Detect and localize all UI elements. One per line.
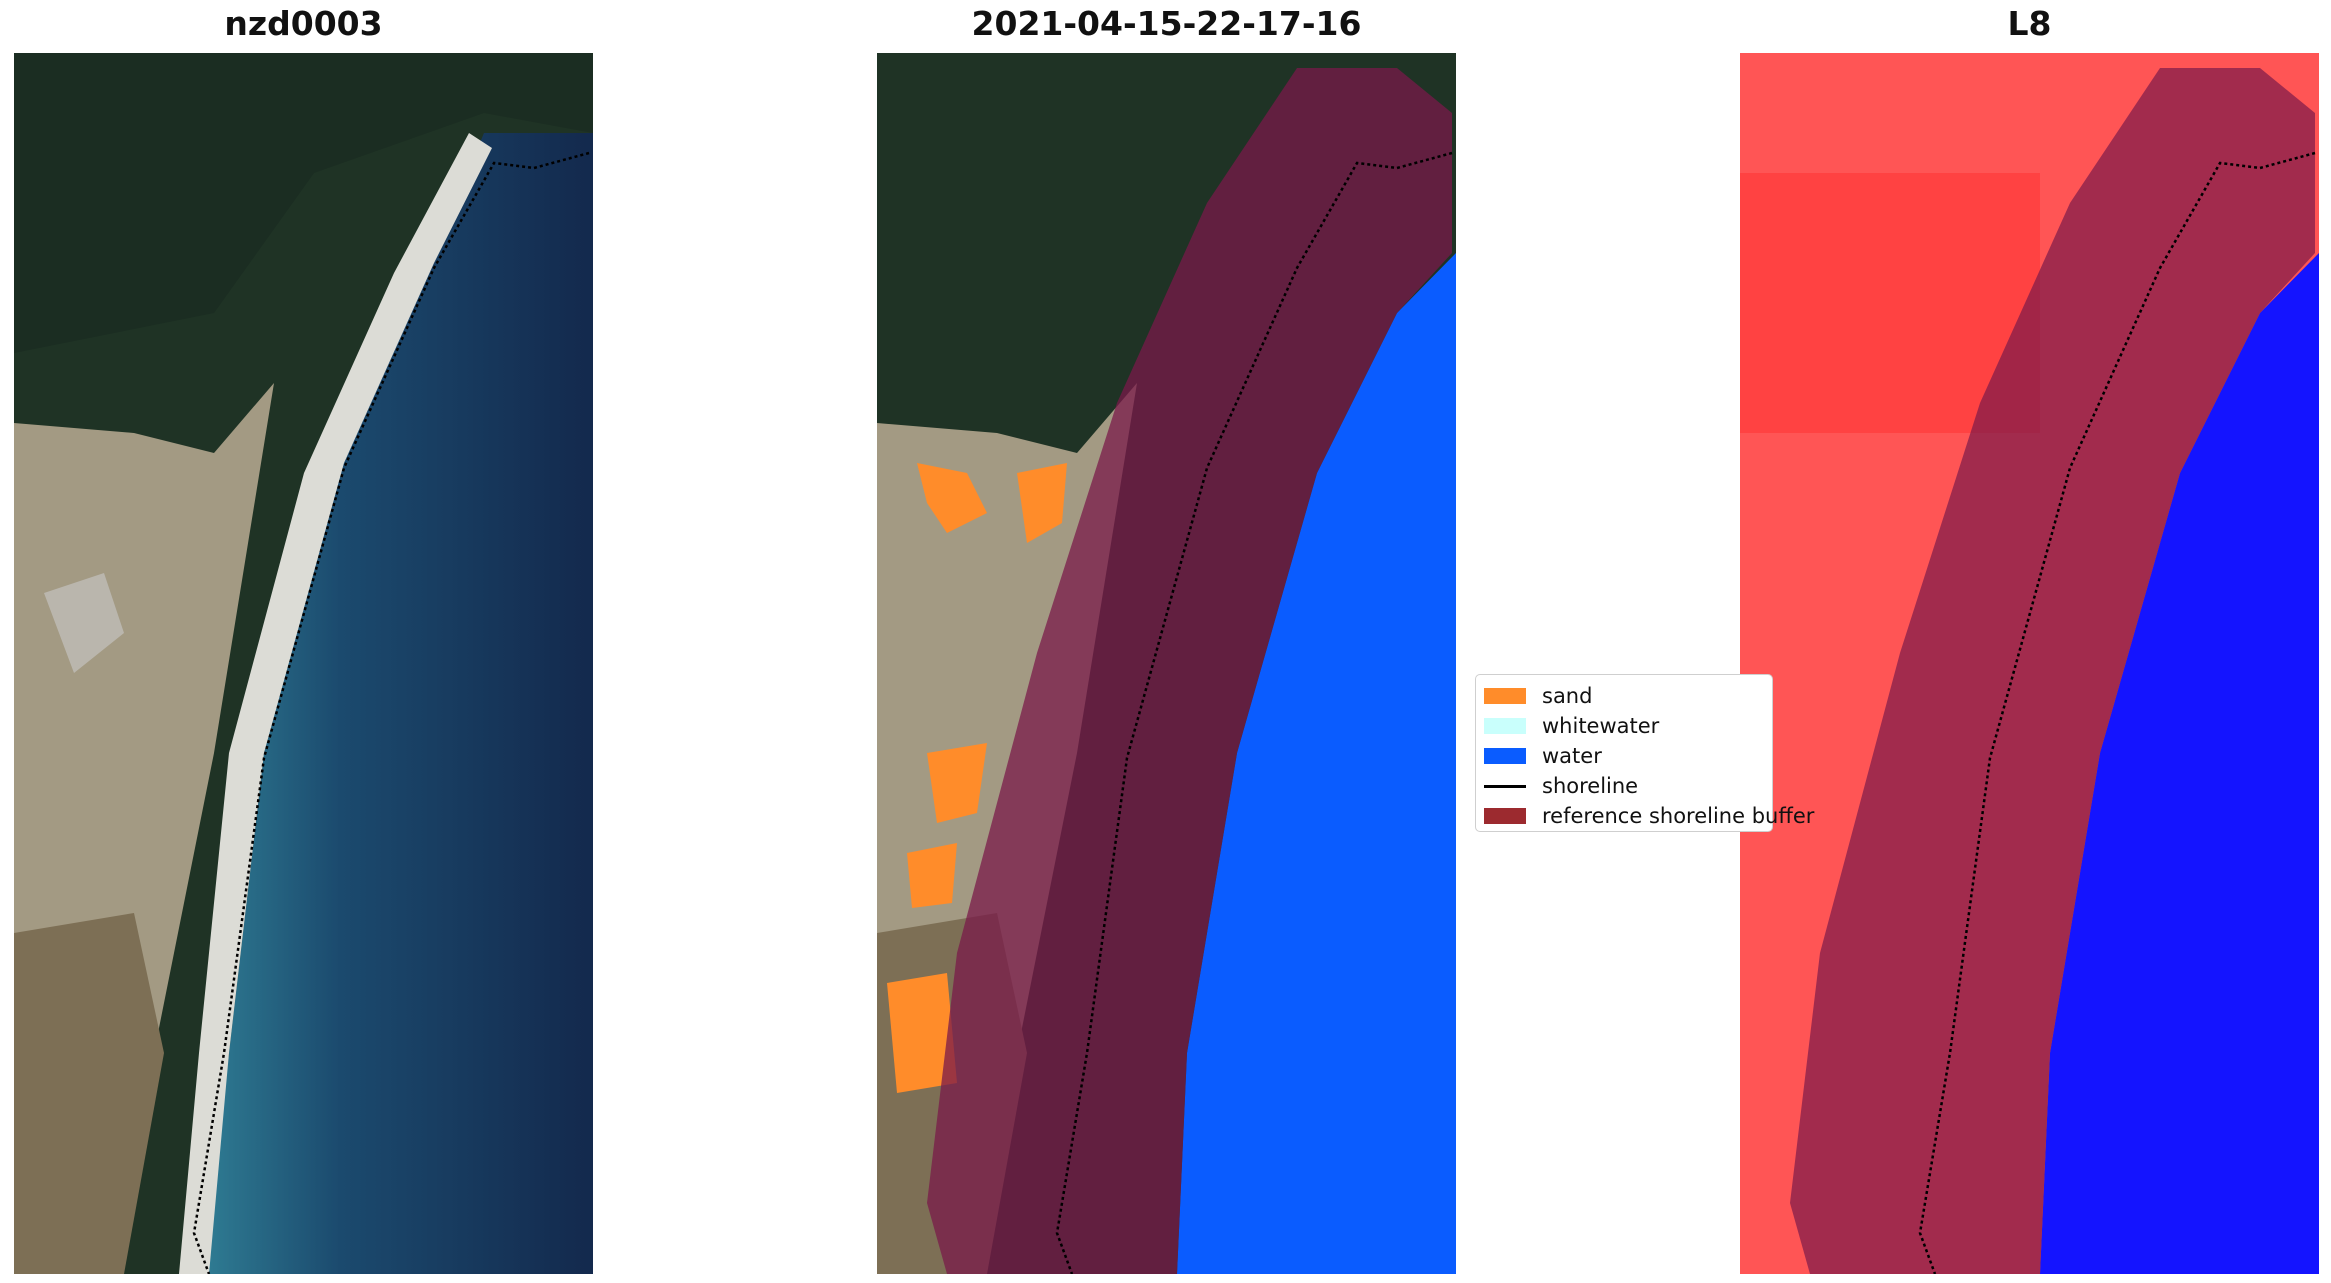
legend-item-sand: sand	[1484, 683, 1592, 709]
legend-item-shoreline: shoreline	[1484, 773, 1638, 799]
beach-strip	[179, 133, 492, 1274]
rgb-satellite-image	[14, 53, 593, 1274]
reference-shoreline-buffer	[927, 68, 1452, 1274]
legend-item-whitewater: whitewater	[1484, 713, 1659, 739]
legend-label: shoreline	[1542, 774, 1639, 798]
index-image-panel	[1740, 53, 2319, 1274]
reference-shoreline-buffer	[1790, 68, 2315, 1274]
panel-title-index: L8	[2007, 4, 2052, 43]
legend-label: reference shoreline buffer	[1542, 804, 1815, 828]
panel-title-rgb: nzd0003	[224, 4, 383, 43]
legend-label: sand	[1542, 684, 1593, 708]
legend-swatch-sand	[1484, 688, 1526, 704]
ocean-area	[204, 133, 593, 1274]
legend-swatch-shoreline	[1484, 784, 1526, 788]
water-class-area	[1177, 253, 1456, 1274]
sand-class-patch	[1017, 463, 1067, 543]
panel-title-classified: 2021-04-15-22-17-16	[971, 4, 1362, 43]
legend-label: water	[1542, 744, 1602, 768]
legend-label: whitewater	[1542, 714, 1660, 738]
water-index-image	[1740, 53, 2319, 1274]
legend-swatch-water	[1484, 748, 1526, 764]
sand-class-patch	[907, 843, 957, 908]
classified-image	[877, 53, 1456, 1274]
sand-class-patch	[917, 463, 987, 533]
rgb-image-panel	[14, 53, 593, 1274]
sand-class-patch	[927, 743, 987, 823]
classified-image-panel	[877, 53, 1456, 1274]
legend-item-reference-shoreline: reference shoreline buffer	[1484, 803, 1814, 829]
sand-class-patch	[887, 973, 957, 1093]
legend-swatch-whitewater	[1484, 718, 1526, 734]
legend-swatch-reference-shoreline	[1484, 808, 1526, 824]
water-index-area	[2040, 253, 2319, 1274]
legend: sand whitewater water shoreline referenc…	[1475, 674, 1814, 832]
legend-item-water: water	[1484, 743, 1602, 769]
